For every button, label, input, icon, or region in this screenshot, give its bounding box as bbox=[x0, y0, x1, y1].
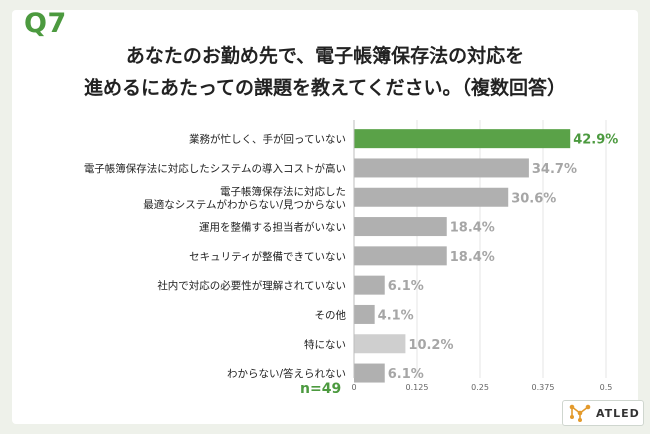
x-tick-label: 0.375 bbox=[532, 383, 555, 392]
bar bbox=[354, 217, 447, 237]
data-label: 6.1% bbox=[388, 279, 424, 294]
bar bbox=[354, 334, 406, 354]
data-label: 42.9% bbox=[573, 133, 618, 148]
category-label: その他 bbox=[315, 308, 347, 321]
data-label: 6.1% bbox=[388, 367, 424, 382]
bar bbox=[354, 275, 385, 295]
x-tick-label: 0.5 bbox=[600, 383, 613, 392]
data-label: 18.4% bbox=[450, 221, 495, 236]
chart-title: あなたのお勤め先で、電子帳簿保存法の対応を 進めるにあたっての課題を教えてくださ… bbox=[80, 40, 570, 104]
bar bbox=[354, 363, 385, 383]
category-label: 最適なシステムがわからない/見つからない bbox=[143, 198, 346, 211]
category-label: セキュリティが整備できていない bbox=[189, 250, 346, 263]
question-number: Q7 bbox=[24, 8, 67, 39]
category-label: 電子帳簿保存法に対応した bbox=[220, 185, 346, 198]
bar bbox=[354, 304, 375, 324]
chart-card bbox=[12, 10, 638, 424]
chart-title-line-2: 進めるにあたっての課題を教えてください。（複数回答） bbox=[83, 77, 567, 99]
sample-size-label: n=49 bbox=[300, 381, 342, 397]
data-label: 30.6% bbox=[511, 191, 556, 206]
category-label: 特にない bbox=[304, 339, 346, 351]
category-label: 業務が忙しく、手が回っていない bbox=[189, 133, 346, 146]
bar bbox=[354, 129, 571, 149]
bar bbox=[354, 187, 509, 207]
x-tick-label: 0 bbox=[351, 383, 356, 392]
data-label: 10.2% bbox=[408, 338, 453, 353]
category-label: わからない/答えられない bbox=[227, 367, 346, 380]
x-tick-label: 0.25 bbox=[471, 383, 489, 392]
atled-logo-icon bbox=[569, 404, 591, 422]
data-label: 18.4% bbox=[450, 250, 495, 265]
data-label: 34.7% bbox=[532, 162, 577, 177]
atled-logo: ATLED bbox=[562, 400, 644, 426]
category-label: 電子帳簿保存法に対応したシステムの導入コストが高い bbox=[84, 162, 346, 175]
chart-title-line-1: あなたのお勤め先で、電子帳簿保存法の対応を bbox=[125, 45, 525, 67]
data-label: 4.1% bbox=[378, 308, 414, 323]
brand-name: ATLED bbox=[596, 406, 640, 420]
bar bbox=[354, 158, 529, 178]
category-label: 運用を整備する担当者がいない bbox=[199, 221, 346, 234]
bar bbox=[354, 246, 447, 266]
x-tick-label: 0.125 bbox=[406, 383, 429, 392]
category-label: 社内で対応の必要性が理解されていない bbox=[157, 279, 346, 292]
